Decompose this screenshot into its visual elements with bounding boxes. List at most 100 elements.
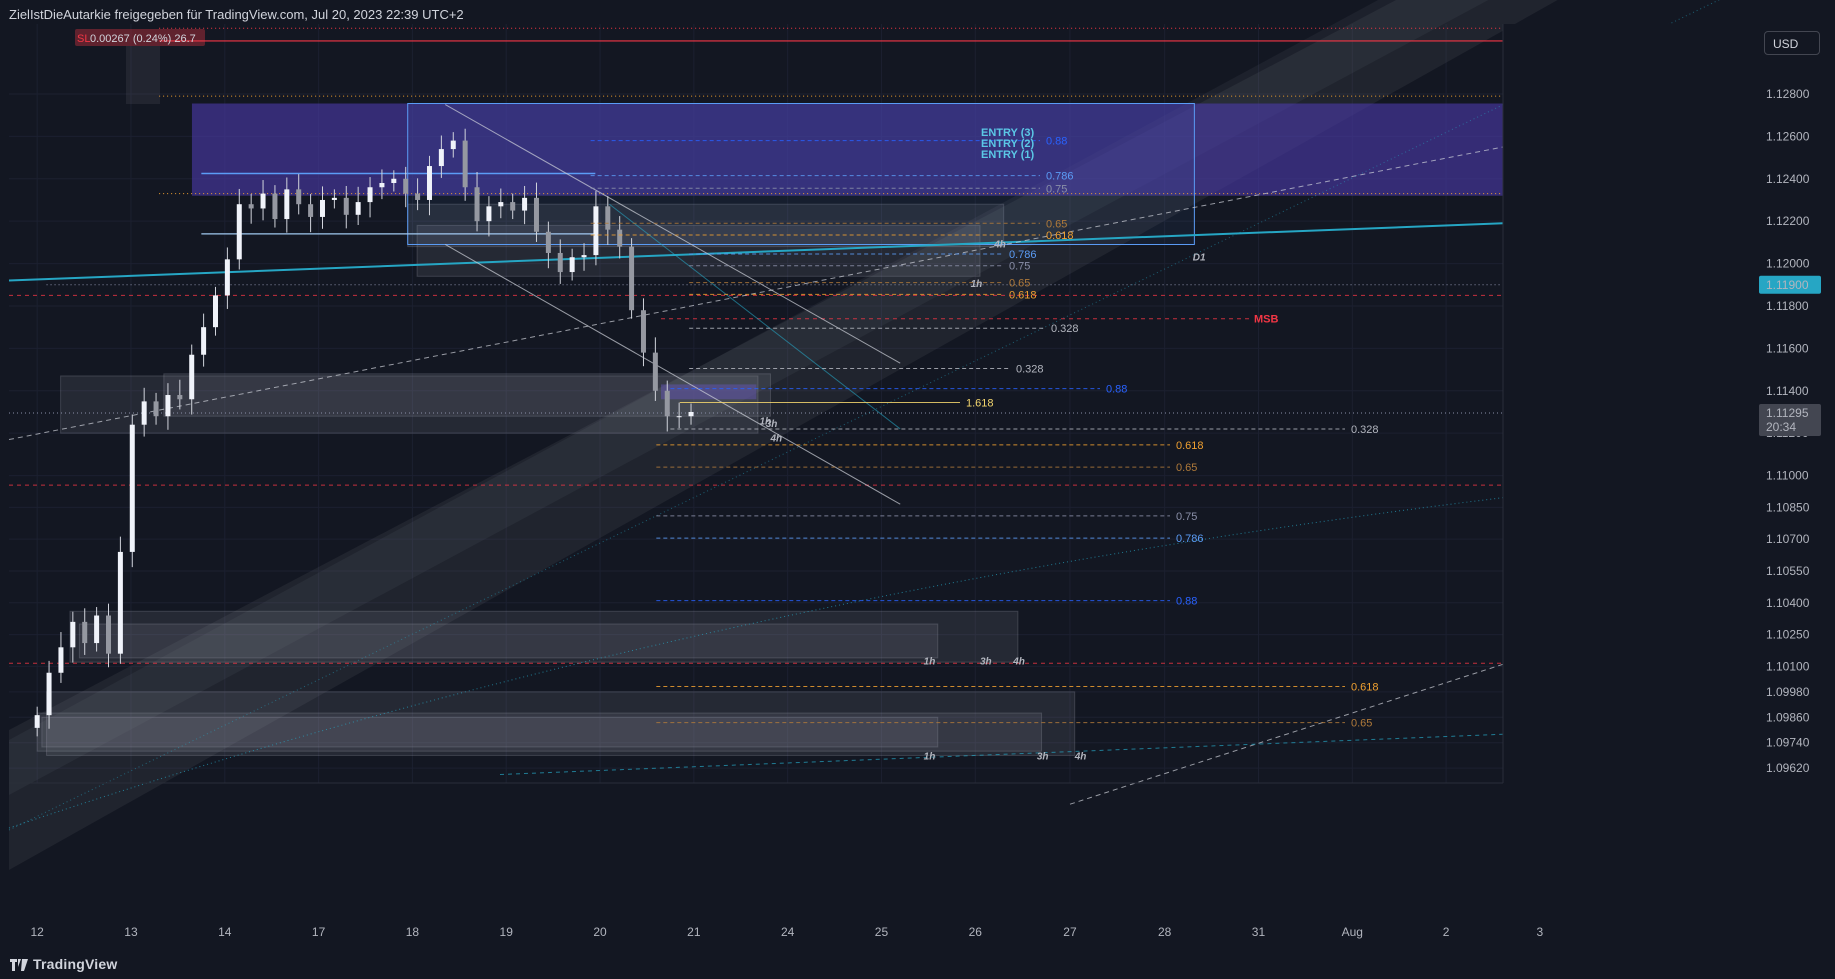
timeframe-label: D1: [1193, 252, 1206, 263]
entry-label: ENTRY (2): [981, 138, 1035, 150]
timeframe-label: 1h: [924, 656, 936, 667]
candle-body: [426, 166, 432, 200]
timeframe-label: 1h: [760, 417, 772, 428]
time-tick-label: Aug: [1342, 925, 1363, 939]
candle-body: [284, 189, 290, 220]
fib-level-label: 0.88: [1176, 596, 1197, 608]
fib-level-label: 0.618: [1176, 440, 1204, 452]
price-tick-label: 1.12600: [1766, 129, 1810, 143]
last-price-badge-label: 1.11295: [1766, 406, 1809, 420]
candle-body: [201, 327, 207, 355]
time-tick-label: 3: [1537, 925, 1544, 939]
order-block: [407, 203, 1005, 248]
candle-body: [105, 615, 111, 654]
candle-body: [676, 416, 682, 418]
candle-body: [94, 615, 100, 644]
price-tick-label: 1.11000: [1766, 469, 1809, 483]
order-block: [78, 623, 939, 659]
candle-body: [224, 259, 230, 296]
supply-zone: [191, 103, 1503, 196]
candle-body: [450, 140, 456, 150]
candle-body: [141, 401, 147, 425]
price-tick-label: 1.11600: [1766, 341, 1809, 355]
fib-level-label: 0.88: [1046, 136, 1067, 148]
time-tick-label: 18: [406, 925, 420, 939]
teal-trendline: [8, 222, 1504, 282]
order-block: [46, 691, 1076, 756]
candle-body: [545, 231, 551, 253]
candle-body: [153, 401, 159, 417]
fib-level-label: 0.65: [1351, 718, 1372, 730]
candle-body: [319, 199, 325, 217]
candle-body: [593, 206, 599, 256]
sl-legend-box: [75, 29, 205, 46]
time-tick-label: 20: [593, 925, 607, 939]
candle-body: [415, 193, 421, 200]
candle-body: [379, 183, 385, 188]
candle-body: [557, 252, 563, 273]
fib-level-label: 0.328: [1016, 364, 1044, 376]
price-tick-label: 1.10700: [1766, 532, 1810, 546]
candle-body: [533, 197, 539, 232]
ascending-channel-lower: [9, 0, 1558, 870]
candle-body: [510, 202, 516, 211]
timeframe-label: 4h: [993, 240, 1006, 251]
time-tick-label: 25: [875, 925, 889, 939]
fib-level-label: 0.328: [1351, 424, 1379, 436]
candle-body: [46, 672, 52, 716]
candle-body: [640, 310, 646, 353]
entry-label: ENTRY (1): [981, 149, 1035, 161]
tradingview-logo-icon: [10, 959, 28, 971]
price-tick-label: 1.11800: [1766, 299, 1809, 313]
candle-body: [236, 204, 242, 260]
teal-channel-mid: [8, 0, 1720, 831]
candle-body: [367, 187, 373, 203]
candle-body: [462, 140, 468, 188]
fib-level-label: 0.88: [1106, 384, 1127, 396]
fib-level-label: 0.618: [1351, 682, 1379, 694]
fib-level-label: 0.65: [1046, 218, 1067, 230]
price-tick-label: 1.12000: [1766, 257, 1810, 271]
sl-legend-value: 0.00267 (0.24%) 26.7: [90, 33, 196, 45]
timeframe-label: 4h: [769, 434, 782, 445]
fib-level-label: 0.786: [1176, 533, 1204, 545]
fib-level-label: 0.75: [1009, 261, 1030, 273]
price-tick-label: 1.10400: [1766, 596, 1810, 610]
price-tick-label: 1.09860: [1766, 710, 1810, 724]
price-tick-label: 1.12800: [1766, 87, 1810, 101]
time-tick-label: 21: [687, 925, 701, 939]
publish-title: ZielIstDieAutarkie freigegeben für Tradi…: [9, 7, 464, 22]
order-block: [36, 712, 1043, 752]
dashed-trendline: [8, 146, 1504, 441]
candle-body: [308, 204, 314, 217]
candle-body: [664, 390, 670, 417]
time-tick-label: 19: [500, 925, 514, 939]
timeframe-label: 3h: [980, 656, 992, 667]
candle-body: [212, 295, 218, 328]
poi-price-badge-label: 1.11900: [1766, 278, 1809, 292]
candle-body: [355, 202, 361, 215]
timeframe-label: 1h: [971, 279, 983, 290]
candle-body: [629, 246, 635, 311]
candle-body: [129, 424, 135, 552]
fib-level-label: 1.618: [966, 397, 994, 409]
candle-body: [165, 395, 171, 417]
candle-body: [391, 178, 397, 184]
last-price-badge: [1759, 404, 1821, 437]
fib-level-label: 0.786: [1009, 249, 1037, 261]
price-tick-label: 1.10100: [1766, 659, 1810, 673]
time-tick-label: 17: [312, 925, 326, 939]
time-tick-label: 31: [1252, 925, 1266, 939]
order-block: [69, 610, 1019, 663]
currency-button[interactable]: USD: [1764, 31, 1820, 55]
price-tick-label: 1.10850: [1766, 500, 1810, 514]
price-axis[interactable]: [1503, 24, 1835, 783]
price-tick-label: 1.09980: [1766, 685, 1810, 699]
candle-body: [581, 255, 587, 258]
fib-level-label: 0.75: [1046, 183, 1067, 195]
time-tick-label: 13: [124, 925, 138, 939]
price-tick-label: 1.10250: [1766, 628, 1810, 642]
candle-body: [474, 187, 480, 222]
candle-body: [688, 411, 694, 417]
